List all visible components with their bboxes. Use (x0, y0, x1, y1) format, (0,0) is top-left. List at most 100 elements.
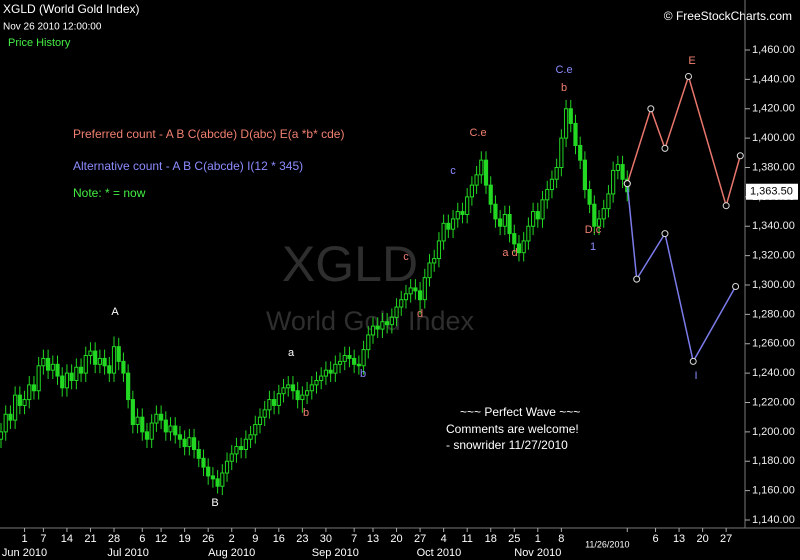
comment: Comments are welcome! (446, 422, 579, 436)
candle-body (234, 446, 239, 455)
candle-body (74, 366, 79, 381)
y-tick-label: 1,180.00 (752, 455, 795, 467)
y-tick-label: 1,460.00 (752, 44, 795, 56)
candle-body (116, 346, 121, 362)
candle-body (582, 159, 587, 191)
projection-point (623, 180, 631, 188)
candle-body (50, 363, 55, 371)
candle-body (309, 384, 314, 392)
candle-body (333, 363, 338, 374)
candle-body (78, 366, 84, 374)
y-tick-label: 1,380.00 (752, 161, 795, 173)
wave-label: E (688, 55, 695, 67)
candle-body (469, 184, 474, 198)
candle-body (182, 438, 187, 448)
panel-label: Price History (8, 37, 71, 49)
source: © FreeStockCharts.com (664, 9, 792, 23)
y-tick-label: 1,420.00 (752, 103, 795, 115)
note: Note: * = now (73, 186, 146, 200)
candle-body (436, 240, 442, 260)
candle-body (568, 108, 573, 124)
x-tick-label: 6 (652, 533, 658, 545)
candle-body (88, 350, 93, 356)
candle-body (427, 262, 432, 279)
wave-label: a (288, 347, 295, 359)
candle-body (450, 218, 456, 230)
month-label: Jun 2010 (2, 547, 47, 559)
candle-body (446, 222, 451, 230)
candle-body (328, 369, 333, 374)
wave-label: 1 (590, 241, 596, 253)
y-tick-label: 1,400.00 (752, 132, 795, 144)
wave-label: I (694, 370, 697, 382)
candle-body (323, 369, 329, 377)
candle-body (45, 357, 51, 371)
candle-body (356, 363, 361, 367)
x-tick-label: 11 (461, 533, 472, 545)
candle-body (455, 211, 460, 220)
candle-body (441, 222, 446, 242)
x-tick-label: 2 (229, 533, 235, 545)
candle-body (267, 399, 272, 411)
candle-body (596, 218, 602, 227)
month-label: Aug 2010 (208, 547, 255, 559)
month-label: Nov 2010 (514, 547, 561, 559)
candle-body (432, 258, 437, 264)
x-tick-label: 7 (40, 533, 46, 545)
wave-label: C.e (469, 127, 486, 139)
candle-body (243, 438, 248, 450)
watermark: World Gold Index (266, 306, 475, 336)
candle-body (276, 393, 281, 406)
x-tick-label: 30 (320, 533, 332, 545)
candle-body (540, 199, 545, 220)
candle-body (224, 460, 230, 474)
candle-body (375, 325, 380, 330)
y-tick-label: 1,300.00 (752, 279, 795, 291)
candle-body (559, 137, 564, 168)
candle-body (69, 372, 74, 381)
candle-body (314, 379, 319, 386)
candle-body (159, 413, 164, 421)
projection-point (722, 202, 730, 210)
x-tick-label: 9 (252, 533, 258, 545)
candle-body (27, 384, 32, 401)
y-tick-label: 1,260.00 (752, 338, 795, 350)
wave-label: b (561, 82, 567, 94)
candle-body (149, 422, 154, 440)
candle-body (3, 413, 8, 433)
candle-body (460, 211, 465, 215)
candle-body (31, 384, 37, 392)
candle-body (111, 346, 117, 374)
x-tick-label: 26 (202, 533, 214, 545)
candle-body (295, 390, 300, 401)
candle-body (220, 472, 225, 487)
candle-body (389, 316, 394, 326)
wave-label: B (211, 497, 218, 509)
projection-point (684, 72, 692, 80)
x-tick-label: 6 (139, 533, 145, 545)
wave-label: a d (502, 247, 517, 259)
candle-body (493, 203, 498, 220)
candle-body (126, 372, 131, 401)
candle-body (300, 394, 305, 401)
projection-line (626, 73, 742, 209)
x-tick-label: 20 (696, 533, 708, 545)
candle-body (483, 159, 489, 186)
y-tick-label: 1,200.00 (752, 426, 795, 438)
candle-body (399, 299, 404, 308)
y-tick-label: 1,220.00 (752, 396, 795, 408)
projection-point (661, 144, 669, 152)
wave-label: A (111, 306, 119, 318)
candle-body (601, 208, 606, 220)
candle-body (578, 144, 583, 161)
candle-body (535, 211, 540, 220)
candle-body (474, 174, 479, 186)
candle-body (554, 167, 559, 180)
candle-body (64, 372, 70, 389)
x-tick-label: 13 (673, 533, 685, 545)
wave-label: D.c (585, 224, 602, 236)
wave-label: d (417, 308, 423, 320)
candle-body (620, 164, 625, 180)
candle-body (361, 349, 366, 367)
